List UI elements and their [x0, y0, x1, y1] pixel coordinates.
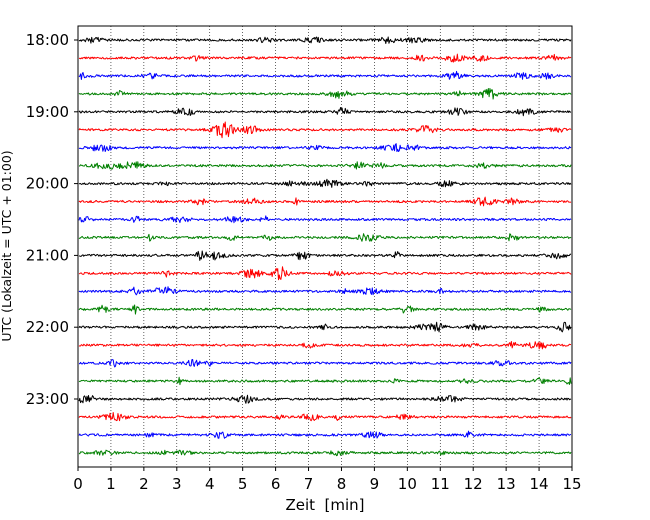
- y-tick-label: 23:00: [26, 390, 69, 408]
- x-tick-label: 10: [398, 475, 417, 493]
- x-tick-label: 6: [271, 475, 281, 493]
- trace-line: [78, 340, 572, 350]
- x-axis-label: Zeit [min]: [285, 496, 364, 514]
- x-axis-ticks: 0 1 2 3 4 5 6 7 8 9 10 11 12 13 14 15: [73, 467, 582, 493]
- y-tick-label: 22:00: [26, 318, 69, 336]
- x-tick-label: 7: [304, 475, 314, 493]
- trace-line: [78, 250, 572, 261]
- trace-line: [78, 394, 572, 404]
- y-tick-label: 19:00: [26, 103, 69, 121]
- trace-line: [78, 70, 572, 80]
- x-tick-label: 11: [431, 475, 450, 493]
- y-tick-label: 21:00: [26, 246, 69, 264]
- seismogram-traces: [78, 36, 572, 457]
- x-tick-label: 2: [139, 475, 149, 493]
- x-tick-label: 12: [464, 475, 483, 493]
- trace-line: [78, 304, 572, 315]
- x-tick-label: 15: [562, 475, 581, 493]
- y-tick-label: 18:00: [26, 31, 69, 49]
- x-tick-label: 4: [205, 475, 215, 493]
- x-tick-label: 1: [106, 475, 116, 493]
- plot-background: [78, 26, 572, 467]
- plot-frame: [77, 25, 573, 468]
- trace-line: [78, 161, 572, 170]
- trace-line: [78, 412, 572, 422]
- y-axis-label: UTC (Lokalzeit = UTC + 01:00): [0, 150, 14, 341]
- x-tick-label: 8: [337, 475, 347, 493]
- trace-line: [78, 121, 572, 139]
- trace-line: [78, 196, 572, 207]
- trace-line: [78, 53, 572, 63]
- trace-line: [78, 286, 572, 296]
- trace-line: [78, 321, 572, 333]
- trace-line: [78, 36, 572, 45]
- x-tick-label: 14: [530, 475, 549, 493]
- trace-line: [78, 266, 572, 281]
- y-axis-ticks: 18:00 19:00 20:00 21:00 22:00 23:00: [26, 31, 78, 408]
- trace-line: [78, 376, 572, 386]
- x-tick-label: 13: [497, 475, 516, 493]
- trace-line: [78, 143, 572, 153]
- x-tick-label: 5: [238, 475, 248, 493]
- x-tick-label: 3: [172, 475, 182, 493]
- trace-line: [78, 215, 572, 224]
- trace-line: [78, 358, 572, 368]
- trace-line: [78, 178, 572, 188]
- trace-line: [78, 449, 572, 457]
- x-tick-label: 9: [370, 475, 380, 493]
- trace-line: [78, 87, 572, 100]
- trace-line: [78, 233, 572, 242]
- y-tick-label: 20:00: [26, 175, 69, 193]
- x-tick-label: 0: [73, 475, 83, 493]
- trace-line: [78, 107, 572, 117]
- trace-line: [78, 430, 572, 439]
